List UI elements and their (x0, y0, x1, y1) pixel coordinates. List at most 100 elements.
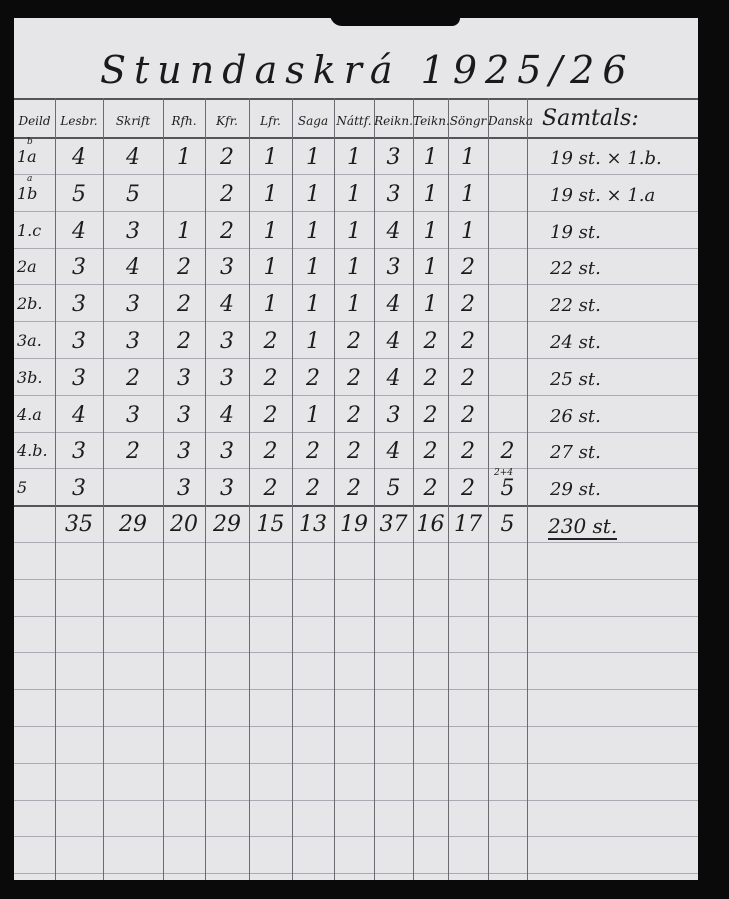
rule-line (14, 652, 698, 653)
cell-value: 4 (386, 329, 401, 354)
rule-line (14, 211, 698, 212)
column-line (249, 98, 250, 880)
row-total: 24 st. (550, 332, 601, 353)
deild-label: 5 (17, 478, 28, 498)
column-total: 13 (299, 512, 327, 537)
cell-value: 2 (461, 329, 475, 354)
cell-value: 1 (263, 145, 278, 170)
column-total: 35 (65, 512, 93, 537)
cell-value: 1 (347, 181, 361, 207)
cell-value: 3 (386, 255, 401, 281)
cell-value: 2 (347, 439, 361, 465)
cell-value: 3 (177, 476, 191, 502)
column-total: 17 (454, 512, 482, 537)
cell-value: 2 (220, 145, 234, 170)
cell-value: 3 (386, 181, 401, 207)
row-total: 29 st. (550, 479, 601, 501)
column-header: Deild (18, 114, 51, 128)
row-total: 22 st. (550, 295, 601, 317)
column-line (55, 98, 56, 880)
cell-value: 2 (263, 476, 278, 502)
deild-label: 1b (17, 183, 38, 203)
cell-value: 3 (386, 145, 401, 170)
cell-value: 2 (461, 292, 475, 318)
cell-value: 2 (461, 402, 475, 428)
rule-line (14, 321, 698, 322)
cell-value: 2 (423, 476, 438, 502)
rule-line (14, 284, 698, 285)
rule-line (14, 579, 698, 580)
cell-value: 3 (220, 329, 234, 354)
cell-value: 1 (263, 292, 278, 318)
cell-value: 1 (461, 145, 475, 170)
column-header: Danska (488, 114, 534, 128)
cell-value: 3 (220, 255, 234, 281)
cell-value: 3 (177, 365, 191, 391)
column-total: 29 (213, 512, 241, 537)
cell-value: 1 (177, 145, 191, 170)
cell-value: 3 (126, 292, 140, 318)
cell-value: 2 (423, 439, 438, 465)
cell-value: 3 (72, 329, 86, 354)
cell-value: 1 (423, 181, 438, 207)
cell-value: 1 (347, 292, 361, 318)
cell-value: 1 (263, 255, 278, 281)
deild-label: 3a. (17, 331, 42, 350)
column-line (374, 98, 375, 880)
cell-value: 2 (263, 329, 278, 354)
rule-line (14, 468, 698, 469)
column-total: 29 (119, 512, 147, 537)
cell-value: 2 (126, 439, 140, 465)
column-header: Náttf. (336, 114, 372, 128)
cell-value: 3 (220, 476, 234, 502)
rule-line (14, 689, 698, 690)
column-total: 37 (379, 512, 408, 537)
column-header: Saga (297, 114, 329, 128)
column-line (527, 98, 528, 880)
cell-value: 1 (306, 255, 320, 281)
deild-label: 4.b. (17, 441, 48, 461)
cell-value: 1 (306, 402, 320, 428)
column-header: Kfr. (216, 114, 238, 128)
rule-line (14, 98, 698, 100)
rule-line (14, 432, 698, 433)
rule-line (14, 763, 698, 764)
cell-value: 5 (386, 476, 401, 502)
cell-value: 2 (423, 329, 438, 354)
cell-value: 3 (386, 402, 401, 428)
row-total: 19 st. × 1.a (550, 184, 656, 206)
deild-label: 2b. (17, 294, 43, 314)
cell-value: 3 (126, 329, 140, 354)
cell-value: 5 (72, 181, 86, 207)
column-header: Reikn. (374, 114, 413, 128)
cell-value: 2 (347, 402, 361, 428)
cell-value: 1 (423, 145, 438, 170)
cell-value: 4 (126, 145, 140, 170)
correction-note: a (27, 173, 33, 184)
column-line (413, 98, 414, 880)
cell-value: 3 (220, 365, 234, 391)
cell-value: 2 (220, 218, 234, 244)
cell-value: 4 (386, 292, 401, 318)
deild-label: 1.c (17, 220, 42, 240)
cell-value: 1 (423, 292, 438, 318)
column-header: Lfr. (260, 114, 281, 128)
cell-value: 1 (306, 329, 320, 354)
column-header: Samtals: (542, 106, 639, 131)
cell-value: 1 (177, 218, 191, 244)
deild-label: 3b. (17, 367, 43, 387)
cell-value: 2 (347, 365, 361, 391)
column-header: Rfh. (171, 114, 197, 128)
correction-note: b (27, 137, 33, 147)
column-line (292, 98, 293, 880)
cell-value: 2 (177, 292, 191, 318)
cell-value: 2 (263, 365, 278, 391)
column-total: 20 (170, 512, 198, 537)
row-total: 27 st. (550, 442, 601, 464)
cell-value: 4 (386, 218, 401, 244)
cell-value: 1 (306, 292, 320, 318)
rule-line (14, 542, 698, 543)
cell-value: 2 (220, 181, 234, 207)
column-header: Lesbr. (60, 114, 98, 128)
cell-value: 4 (72, 145, 86, 170)
